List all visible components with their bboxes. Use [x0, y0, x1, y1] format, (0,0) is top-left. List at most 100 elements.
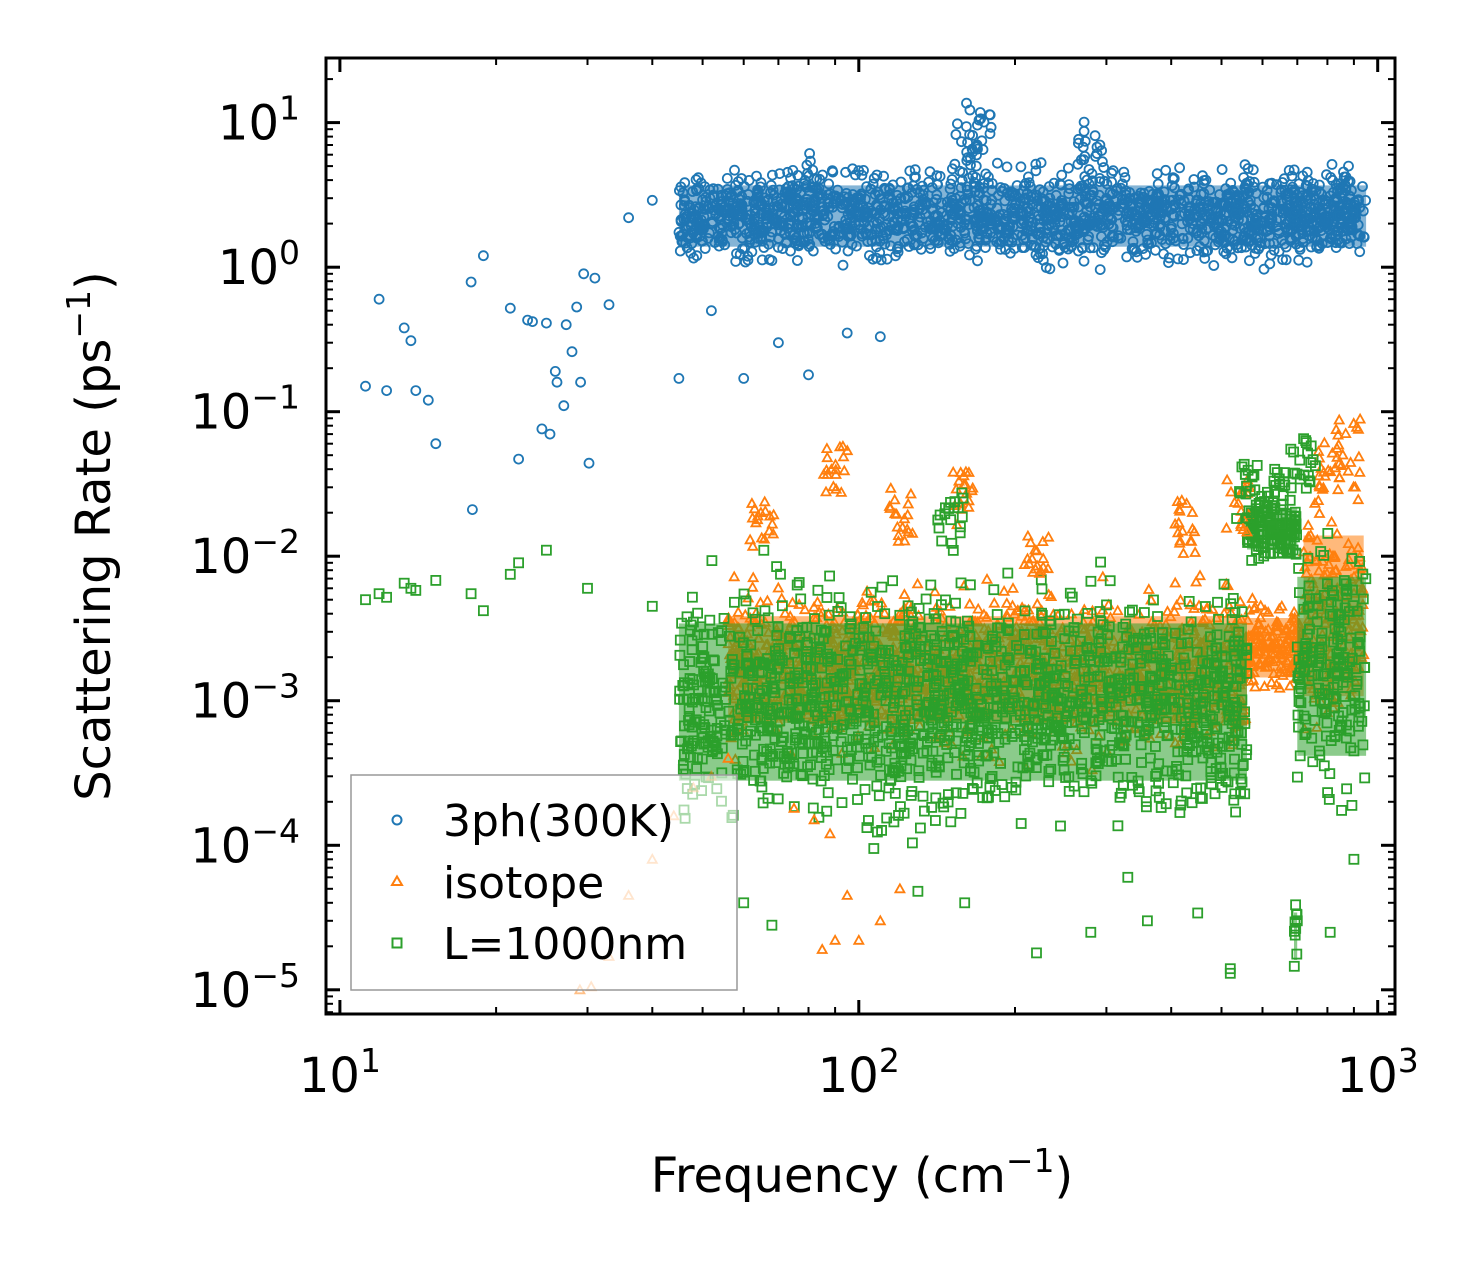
band-point-3ph-300k: [1174, 162, 1185, 174]
band-point-3ph-300k: [1044, 263, 1056, 275]
band-point-isotope: [747, 571, 760, 583]
band-point-l-1000nm: [1152, 611, 1163, 622]
band-point-l-1000nm: [821, 805, 833, 817]
band-point-3ph-300k: [840, 166, 851, 178]
band-point-3ph-300k: [924, 166, 936, 178]
band-point-l-1000nm: [930, 815, 941, 826]
band-point-3ph-300k: [1107, 165, 1119, 177]
band-fill-3ph-300k: [678, 185, 1367, 247]
band-point-3ph-300k: [785, 172, 796, 184]
band-point-l-1000nm: [807, 802, 819, 814]
band-point-3ph-300k: [878, 170, 889, 182]
band-point-l-1000nm: [943, 789, 954, 800]
band-point-l-1000nm: [793, 577, 805, 588]
band-point-3ph-300k: [1167, 172, 1179, 184]
band-point-isotope: [1018, 603, 1031, 615]
band-fill-isotope: [1247, 618, 1304, 678]
band-point-l-1000nm: [762, 792, 774, 804]
band-point-isotope: [1308, 496, 1321, 508]
band-point-3ph-300k: [1096, 247, 1107, 259]
band-point-3ph-300k: [1220, 248, 1232, 260]
band-point-l-1000nm: [915, 822, 926, 834]
band-point-isotope: [1273, 602, 1286, 614]
band-point-l-1000nm: [1036, 583, 1048, 595]
band-point-l-1000nm: [1036, 609, 1048, 621]
band-point-isotope: [786, 596, 799, 608]
band-point-isotope: [732, 605, 745, 617]
band-point-3ph-300k: [837, 259, 849, 271]
band-point-l-1000nm: [925, 579, 937, 591]
band-point-3ph-300k: [1151, 168, 1163, 180]
band-point-3ph-300k: [881, 253, 893, 265]
band-point-l-1000nm: [879, 608, 891, 620]
band-point-l-1000nm: [999, 791, 1011, 803]
band-point-l-1000nm: [1133, 786, 1145, 798]
band-point-l-1000nm: [821, 592, 833, 603]
band-point-l-1000nm: [1175, 795, 1187, 807]
band-point-isotope: [1000, 597, 1013, 608]
band-point-3ph-300k: [850, 169, 861, 181]
band-point-l-1000nm: [1019, 605, 1031, 617]
band-point-l-1000nm: [775, 568, 786, 580]
band-point-3ph-300k: [867, 253, 879, 265]
band-point-isotope: [1142, 583, 1155, 594]
band-point-isotope: [1200, 602, 1213, 614]
band-point-l-1000nm: [1197, 793, 1208, 804]
band-point-l-1000nm: [747, 607, 759, 619]
band-point-l-1000nm: [913, 603, 925, 614]
band-point-l-1000nm: [889, 788, 901, 799]
band-point-l-1000nm: [1140, 796, 1152, 807]
band-point-3ph-300k: [1118, 166, 1130, 178]
band-point-isotope: [1312, 494, 1325, 506]
band-point-3ph-300k: [1264, 258, 1276, 270]
band-point-3ph-300k: [1258, 263, 1270, 275]
band-point-isotope: [807, 600, 821, 612]
band-point-l-1000nm: [1117, 780, 1129, 791]
band-point-3ph-300k: [736, 173, 747, 184]
band-point-isotope: [1302, 519, 1315, 530]
band-point-isotope: [1045, 590, 1058, 601]
band-point-3ph-300k: [1178, 254, 1189, 266]
band-point-l-1000nm: [777, 600, 788, 612]
band-point-l-1000nm: [881, 812, 893, 824]
band-point-l-1000nm: [835, 602, 847, 614]
band-point-l-1000nm: [957, 788, 969, 799]
band-point-l-1000nm: [758, 544, 770, 556]
band-point-3ph-300k: [774, 168, 786, 180]
band-point-l-1000nm: [859, 784, 871, 795]
band-point-isotope: [1249, 680, 1262, 692]
band-point-3ph-300k: [1094, 172, 1106, 184]
band-point-3ph-300k: [1015, 161, 1027, 173]
band-point-l-1000nm: [1101, 599, 1112, 611]
band-point-l-1000nm: [1053, 609, 1065, 621]
band-point-l-1000nm: [1153, 791, 1165, 803]
band-point-l-1000nm: [1124, 606, 1135, 618]
band-point-3ph-300k: [742, 254, 754, 266]
band-point-3ph-300k: [1098, 162, 1110, 173]
band-point-l-1000nm: [865, 586, 877, 598]
band-point-3ph-300k: [946, 174, 958, 185]
band-point-isotope: [746, 580, 759, 592]
band-point-3ph-300k: [1035, 157, 1047, 169]
band-point-3ph-300k: [909, 164, 921, 176]
band-point-3ph-300k: [1199, 252, 1211, 264]
band-point-3ph-300k: [992, 157, 1003, 169]
band-point-isotope: [1352, 493, 1365, 505]
band-point-isotope: [1265, 676, 1278, 687]
band-point-l-1000nm: [1186, 797, 1198, 809]
band-point-l-1000nm: [844, 611, 856, 623]
band-point-l-1000nm: [1160, 798, 1172, 810]
band-point-l-1000nm: [1148, 594, 1159, 606]
band-point-l-1000nm: [945, 816, 957, 828]
band-point-l-1000nm: [1127, 604, 1138, 616]
band-point-3ph-300k: [691, 250, 703, 262]
band-point-3ph-300k: [964, 249, 975, 261]
band-point-3ph-300k: [827, 166, 839, 178]
band-point-l-1000nm: [1094, 606, 1106, 617]
band-point-3ph-300k: [729, 164, 740, 176]
band-point-isotope: [1325, 515, 1338, 527]
band-point-l-1000nm: [1235, 786, 1246, 798]
band-point-l-1000nm: [1229, 788, 1241, 800]
band-point-3ph-300k: [1078, 255, 1090, 267]
